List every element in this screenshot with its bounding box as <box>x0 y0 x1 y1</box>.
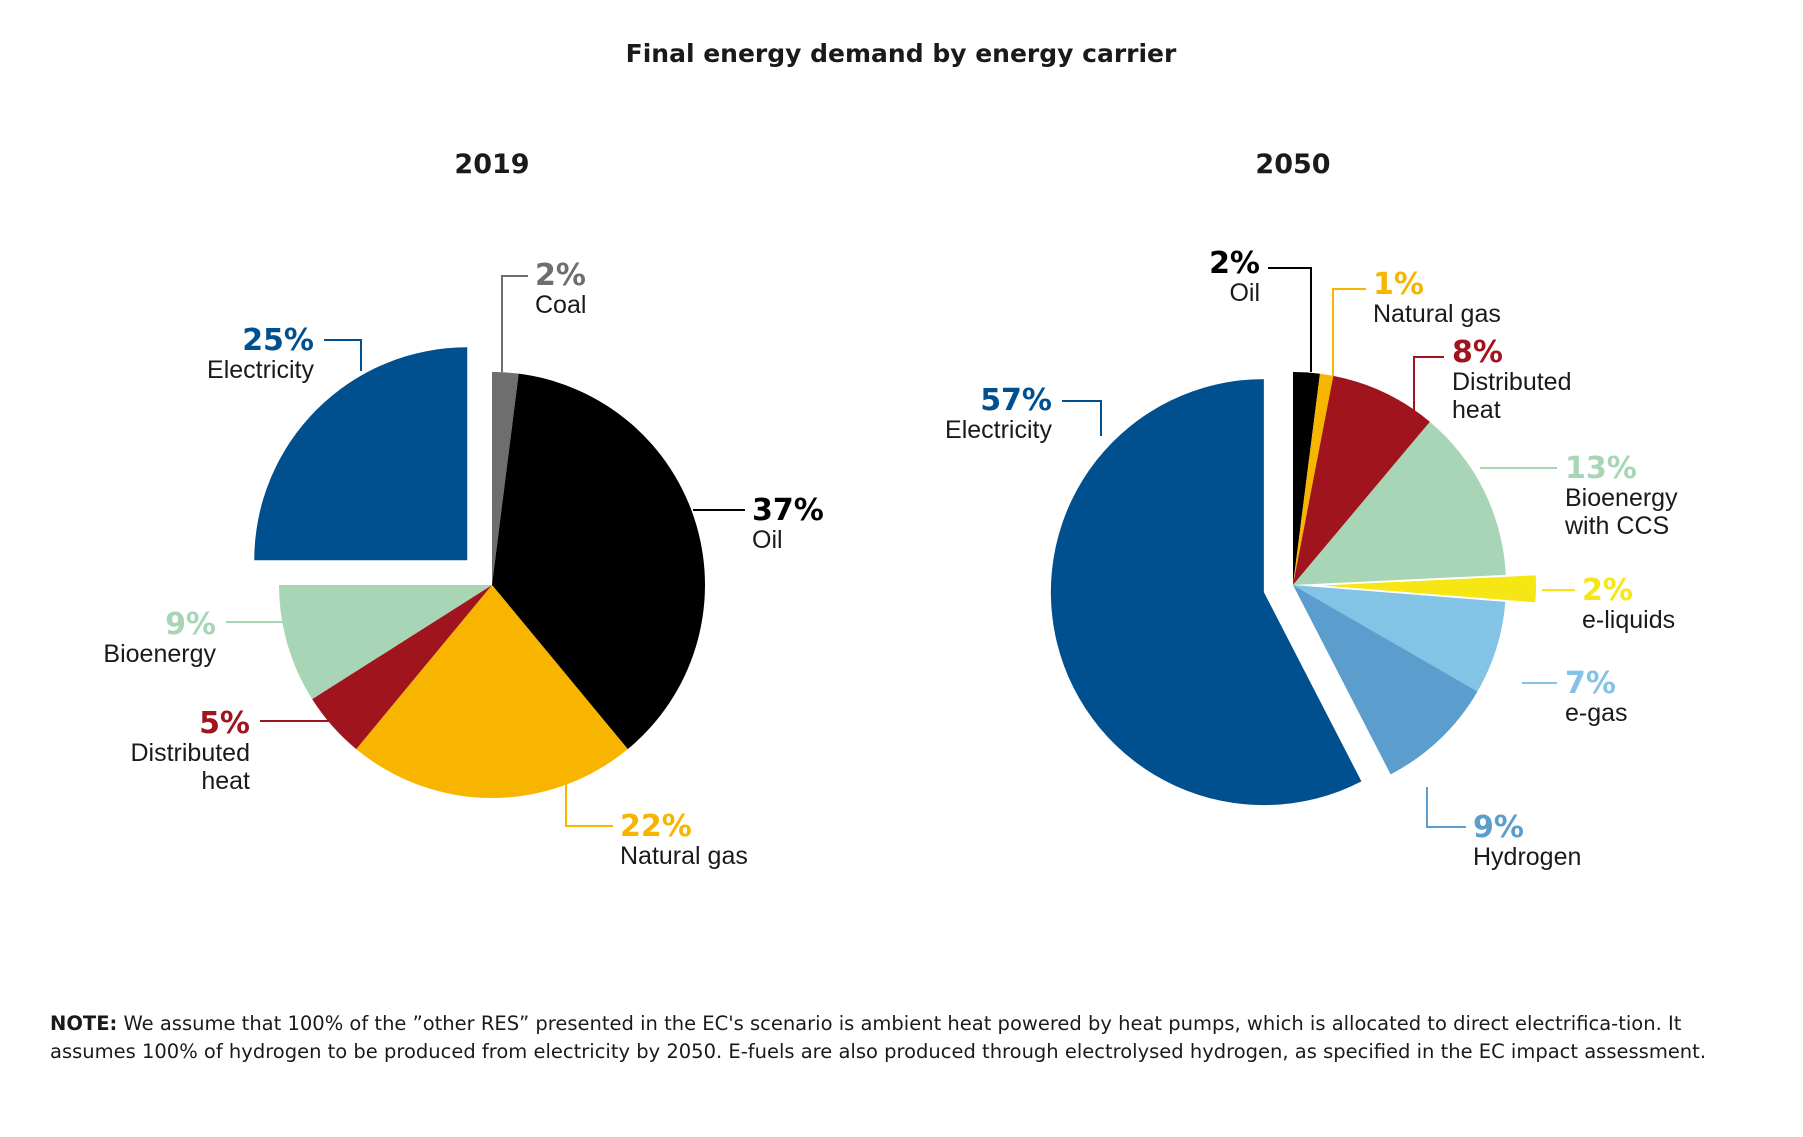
pct-label-electricity: 57% <box>980 383 1052 418</box>
name-label-distributed-heat: Distributed heat <box>131 739 251 795</box>
leader-line-electricity <box>1062 400 1102 436</box>
leader-line-coal <box>501 275 528 372</box>
name-label-coal: Coal <box>535 291 586 319</box>
name-label-oil: Oil <box>1229 279 1260 307</box>
slice-e-gas <box>1293 585 1506 692</box>
slice-e-liquids <box>1322 575 1536 603</box>
pct-label-oil: 37% <box>752 493 824 528</box>
name-label-electricity: Electricity <box>945 416 1052 444</box>
pct-label-distributed-heat: 8% <box>1452 335 1503 370</box>
slice-hydrogen <box>1293 585 1478 775</box>
slice-bioenergy-with-ccs <box>1293 421 1506 585</box>
slice-electricity <box>1050 379 1362 806</box>
slice-natural-gas <box>356 585 628 798</box>
pct-label-e-gas: 7% <box>1565 666 1616 701</box>
name-label-e-liquids: e-liquids <box>1582 606 1675 634</box>
leader-line-distributed-heat <box>1413 356 1444 412</box>
name-label-bioenergy: Bioenergy <box>103 640 216 668</box>
leader-line-oil <box>1268 267 1312 372</box>
leader-line-electricity <box>324 339 362 371</box>
name-label-natural-gas: Natural gas <box>620 842 748 870</box>
slice-oil <box>1293 372 1320 585</box>
name-label-electricity: Electricity <box>207 356 314 384</box>
name-label-oil: Oil <box>752 526 783 554</box>
pct-label-e-liquids: 2% <box>1582 573 1633 608</box>
slice-natural-gas <box>1293 373 1334 585</box>
pct-label-electricity: 25% <box>242 323 314 358</box>
year-label-2050: 2050 <box>1255 149 1330 180</box>
slice-electricity <box>254 347 468 561</box>
slice-oil <box>492 373 705 750</box>
pct-label-natural-gas: 22% <box>620 809 692 844</box>
year-label-2019: 2019 <box>454 149 529 180</box>
pct-label-bioenergy: 9% <box>165 607 216 642</box>
name-label-distributed-heat: Distributed heat <box>1452 368 1572 424</box>
footnote: NOTE: We assume that 100% of the ”other … <box>50 1010 1770 1066</box>
slice-bioenergy <box>279 585 492 700</box>
pct-label-hydrogen: 9% <box>1473 810 1524 845</box>
pct-label-coal: 2% <box>535 258 586 293</box>
note-text: We assume that 100% of the ”other RES” p… <box>50 1012 1707 1063</box>
note-label: NOTE: <box>50 1012 118 1035</box>
pct-label-bioenergy-with-ccs: 13% <box>1565 451 1637 486</box>
leader-line-natural-gas <box>565 779 613 827</box>
pct-label-natural-gas: 1% <box>1373 267 1424 302</box>
name-label-bioenergy-with-ccs: Bioenergy with CCS <box>1564 484 1678 540</box>
leader-line-hydrogen <box>1426 787 1466 828</box>
name-label-natural-gas: Natural gas <box>1373 300 1501 328</box>
slice-distributed-heat <box>1293 375 1430 585</box>
slice-coal <box>492 372 519 585</box>
name-label-hydrogen: Hydrogen <box>1473 843 1581 871</box>
pie-2019: 2019 2%Coal 37%Oil 22%Natural gas 5%Distribu… <box>103 149 823 870</box>
leader-line-natural-gas <box>1332 288 1366 376</box>
slice-distributed-heat <box>312 585 492 750</box>
pct-label-oil: 2% <box>1209 246 1260 281</box>
chart-title: Final energy demand by energy carrier <box>626 39 1177 68</box>
name-label-e-gas: e-gas <box>1565 699 1628 727</box>
pct-label-distributed-heat: 5% <box>199 706 250 741</box>
